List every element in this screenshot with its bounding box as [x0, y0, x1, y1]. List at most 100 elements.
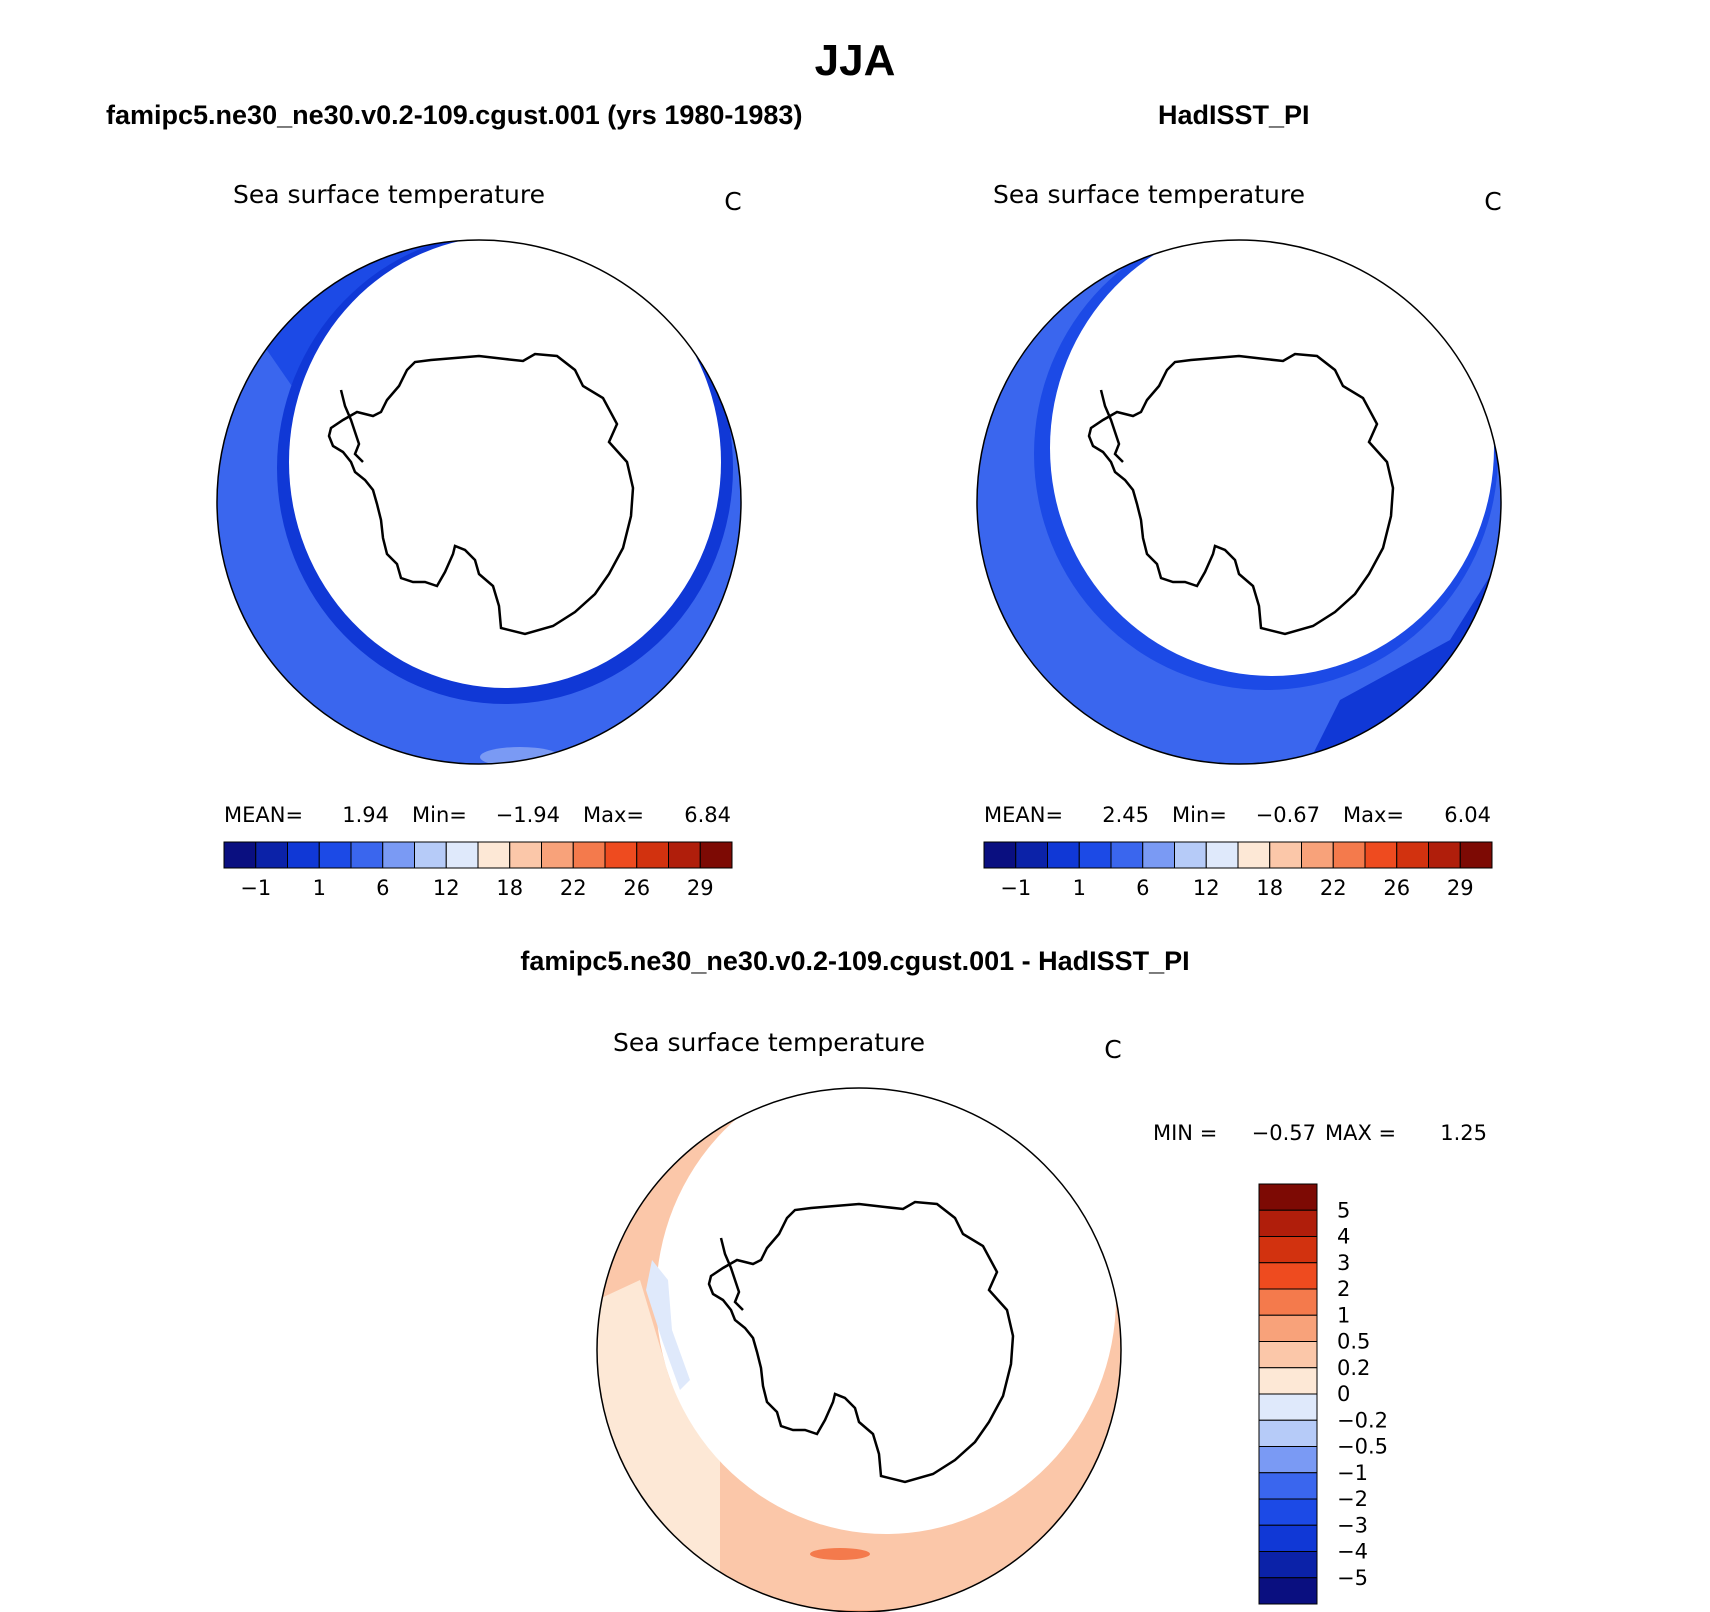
panel-a-colorbar-swatch: [509, 841, 542, 869]
panel-a-colorbar-swatch: [414, 841, 447, 869]
panel-c-colorbar-tick-label: 1: [1337, 1303, 1350, 1327]
panel-b-mean-value: 2.45: [1102, 803, 1149, 827]
panel-c-colorbar-tick-label: −0.5: [1337, 1435, 1388, 1459]
panel-b-colorbar-swatch: [1237, 841, 1271, 869]
panel-a-colorbar-swatch: [382, 841, 415, 869]
panel-b-colorbar-swatch: [1015, 841, 1048, 869]
figure-title: JJA: [814, 36, 896, 85]
panel-b-colorbar-tick-label: 29: [1447, 876, 1474, 900]
panel-a-colorbar-tick-label: 12: [433, 876, 460, 900]
panel-c-colorbar-swatch: [1258, 1209, 1318, 1237]
panel-a-mean-label: MEAN=: [224, 803, 303, 827]
panel-c-colorbar-swatch: [1258, 1419, 1318, 1447]
panel-b-colorbar-tick-label: 12: [1193, 876, 1220, 900]
panel-b-title: HadISST_PI: [1158, 100, 1310, 130]
panel-b-map: Sea surface temperature C MEAN= 2.45 Min…: [976, 180, 1502, 900]
panel-b-max-label: Max=: [1343, 803, 1404, 827]
panel-c-colorbar-tick-label: −4: [1337, 1540, 1368, 1564]
panel-a-colorbar-tick-label: 29: [687, 876, 714, 900]
panel-b-colorbar-swatch: [1459, 841, 1493, 869]
panel-c-colorbar-tick-label: 0.2: [1337, 1356, 1370, 1380]
panel-a-colorbar-swatch: [318, 841, 352, 869]
panel-b-colorbar-swatch: [983, 841, 1017, 869]
panel-a-colorbar: −1 1 6 12 18 22 26 29: [223, 841, 733, 900]
panel-b-colorbar-swatch: [1428, 841, 1461, 869]
panel-b-colorbar-swatch: [1110, 841, 1144, 869]
panel-a-colorbar-tick-label: 1: [313, 876, 326, 900]
panel-a-colorbar-swatch: [223, 841, 257, 869]
panel-c-colorbar-tick-label: 4: [1337, 1225, 1350, 1249]
panel-a-colorbar-swatch: [287, 841, 320, 869]
panel-c-colorbar-tick-label: 5: [1337, 1198, 1350, 1222]
panel-c-units: C: [1104, 1035, 1121, 1064]
panel-c-colorbar-tick-label: −2: [1337, 1487, 1368, 1511]
panel-a-units: C: [724, 187, 741, 216]
panel-b-colorbar-swatch: [1078, 841, 1112, 869]
panel-a-min-label: Min=: [412, 803, 467, 827]
panel-a-map: Sea surface temperature C MEAN= 1.94 Min…: [216, 180, 742, 900]
panel-a-colorbar-swatch: [668, 841, 701, 869]
panel-c-colorbar-swatch: [1258, 1314, 1318, 1342]
panel-a-colorbar-swatch: [572, 841, 606, 869]
panel-c-colorbar-swatch: [1258, 1262, 1318, 1290]
panel-c-colorbar-swatch: [1258, 1498, 1318, 1526]
panel-c-colorbar-tick-label: 0: [1337, 1382, 1350, 1406]
panel-b-colorbar-swatch: [1142, 841, 1175, 869]
panel-c-masked-region: [656, 1088, 1116, 1534]
panel-c-map: Sea surface temperature C MIN = −0.57 MA…: [596, 1028, 1487, 1612]
panel-b-units: C: [1484, 187, 1501, 216]
panel-a-max-value: 6.84: [684, 803, 731, 827]
panel-c-colorbar-tick-label: 3: [1337, 1251, 1350, 1275]
panel-a-colorbar-tick-label: −1: [240, 876, 271, 900]
panel-b-colorbar-tick-label: 6: [1136, 876, 1149, 900]
panel-c-colorbar-swatch: [1258, 1524, 1318, 1552]
panel-b-colorbar-tick-label: −1: [1000, 876, 1031, 900]
panel-c-max-value: 1.25: [1440, 1121, 1487, 1145]
panel-b-colorbar-swatch: [1269, 841, 1302, 869]
panel-b-colorbar-tick-label: 1: [1073, 876, 1086, 900]
panel-c-colorbar-swatch: [1258, 1183, 1318, 1211]
panel-a-map-title: Sea surface temperature: [233, 180, 545, 209]
panel-c-colorbar-tick-label: −0.2: [1337, 1408, 1388, 1432]
panel-c-map-boundary: [596, 1087, 1122, 1612]
panel-c-map-title: Sea surface temperature: [613, 1028, 925, 1057]
panel-a-map-boundary: [216, 239, 742, 765]
panel-c-max-label: MAX =: [1325, 1121, 1396, 1145]
panel-b-colorbar-swatch: [1364, 841, 1398, 869]
panel-b-min-label: Min=: [1172, 803, 1227, 827]
panel-a-max-label: Max=: [583, 803, 644, 827]
panel-a-colorbar-tick-label: 26: [623, 876, 650, 900]
panel-a-min-value: −1.94: [496, 803, 560, 827]
panel-a-colorbar-tick-label: 22: [560, 876, 587, 900]
panel-a-colorbar-swatch: [350, 841, 384, 869]
panel-b-colorbar-swatch: [1332, 841, 1366, 869]
panel-b-map-title: Sea surface temperature: [993, 180, 1305, 209]
panel-a-colorbar-swatch: [604, 841, 638, 869]
panel-c-colorbar-swatch: [1258, 1393, 1318, 1421]
panel-a-colorbar-tick-label: 6: [376, 876, 389, 900]
panel-c-min-label: MIN =: [1153, 1121, 1217, 1145]
panel-c-colorbar-tick-label: −1: [1337, 1461, 1368, 1485]
panel-c-cool-patch: [646, 1260, 690, 1390]
panel-b-colorbar-tick-label: 26: [1383, 876, 1410, 900]
panel-a-colorbar-swatch: [255, 841, 288, 869]
panel-c-colorbar-swatch: [1258, 1551, 1318, 1579]
panel-c-colorbar-tick-label: −5: [1337, 1566, 1368, 1590]
panel-c-warmest-patch: [810, 1548, 870, 1560]
panel-c-colorbar-swatch: [1258, 1367, 1318, 1395]
panel-a-colorbar-swatch: [636, 841, 669, 869]
panel-b-colorbar-swatch: [1174, 841, 1207, 869]
panel-b-colorbar-swatch: [1205, 841, 1239, 869]
panel-c-title: famipc5.ne30_ne30.v0.2-109.cgust.001 - H…: [520, 946, 1190, 976]
panel-b-sea-ice-mask: [1050, 240, 1494, 676]
panel-b-colorbar-swatch: [1047, 841, 1080, 869]
panel-c-colorbar-swatch: [1258, 1577, 1318, 1605]
panel-b-colorbar: −1 1 6 12 18 22 26 29: [983, 841, 1493, 900]
panel-a-sea-ice-mask: [289, 240, 721, 688]
panel-a-colorbar-swatch: [445, 841, 479, 869]
panel-b-colorbar-tick-label: 18: [1256, 876, 1283, 900]
panel-a-colorbar-swatch: [699, 841, 733, 869]
panel-c-colorbar-swatch: [1258, 1472, 1318, 1500]
panel-b-map-boundary: [976, 239, 1502, 765]
